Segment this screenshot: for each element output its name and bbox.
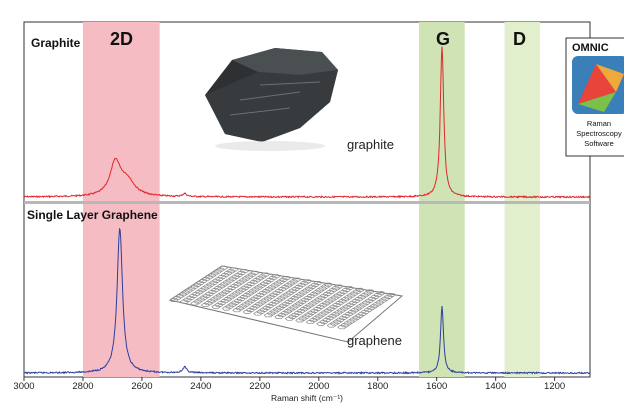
x-tick-label: 1800: [367, 381, 388, 392]
x-tick-label: 1400: [485, 381, 506, 392]
graphite-panel-title: Graphite: [31, 36, 81, 50]
band-2d: [82, 22, 160, 377]
spectrum-line-graphene: [23, 227, 591, 375]
x-tick-label: 2200: [249, 381, 270, 392]
omnic-logo-line3: Software: [584, 139, 614, 148]
omnic-logo-line2: Spectroscopy: [576, 129, 622, 138]
omnic-logo-red-shape: [578, 64, 616, 104]
band-label-2d: 2D: [110, 29, 133, 49]
band-label-g: G: [436, 29, 450, 49]
omnic-logo-green-shape: [578, 92, 616, 112]
spectrum-line-graphite: [23, 46, 591, 199]
band-g: [419, 22, 465, 377]
graphene-panel-title: Single Layer Graphene: [27, 208, 158, 222]
highlight-bands: [82, 22, 540, 377]
band-d: [504, 22, 540, 377]
omnic-logo-title: OMNIC: [572, 42, 609, 54]
x-tick-label: 2000: [308, 381, 329, 392]
x-axis-label: Raman shift (cm⁻¹): [271, 393, 343, 403]
graphene-lattice-image: [168, 265, 404, 343]
graphite-rock-image: [205, 48, 338, 151]
x-tick-label: 2800: [72, 381, 93, 392]
x-tick-label: 1200: [544, 381, 565, 392]
x-axis-ticks: 3000 2800 2600 2400 2200 2000 1800 1600 1400 1200: [13, 377, 565, 392]
graphite-inset-label: graphite: [347, 137, 394, 152]
omnic-logo-orange-shape: [596, 64, 624, 92]
x-tick-label: 2600: [131, 381, 152, 392]
spectra: [23, 46, 591, 375]
graphene-inset-label: graphene: [347, 333, 402, 348]
band-label-d: D: [513, 29, 526, 49]
omnic-logo: OMNIC Raman Spectroscopy Software: [565, 37, 624, 157]
x-tick-label: 1600: [426, 381, 447, 392]
omnic-logo-line1: Raman: [587, 119, 611, 128]
x-tick-label: 3000: [13, 381, 34, 392]
x-tick-label: 2400: [190, 381, 211, 392]
